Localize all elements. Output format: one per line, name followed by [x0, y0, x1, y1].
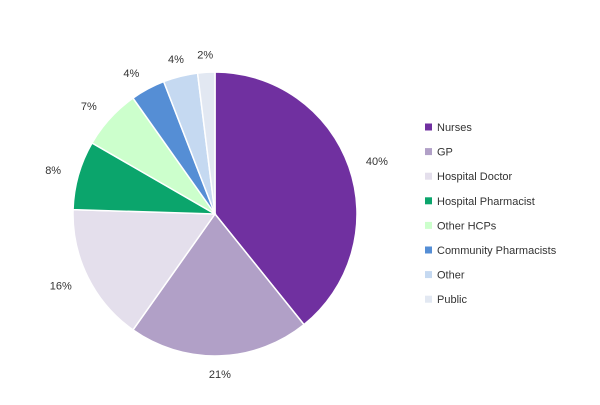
legend-swatch-hospital-doctor — [425, 172, 432, 180]
data-label-nurses: 40% — [366, 156, 388, 168]
data-label-other: 4% — [168, 54, 184, 66]
legend-label-other-hcps: Other HCPs — [437, 220, 497, 232]
legend-label-public: Public — [437, 294, 467, 306]
legend-swatch-community-pharmacists — [425, 246, 432, 254]
legend-label-hospital-pharmacist: Hospital Pharmacist — [437, 196, 535, 208]
data-label-other-hcps: 7% — [81, 101, 97, 113]
legend: Nurses GP Hospital Doctor Hospital Pharmaci… — [425, 122, 557, 306]
legend-swatch-other-hcps — [425, 221, 432, 229]
legend-label-other: Other — [437, 270, 465, 282]
pie-slices — [72, 71, 358, 357]
data-label-gp: 21% — [209, 369, 231, 381]
data-label-hospital-pharmacist: 8% — [45, 165, 61, 177]
legend-swatch-hospital-pharmacist — [425, 197, 432, 205]
legend-swatch-nurses — [425, 123, 432, 131]
data-label-community-pharmacists: 4% — [123, 68, 139, 80]
pie-data-labels: 40% 21% 16% 8% 7% 4% 4% 2% — [45, 49, 388, 381]
legend-label-nurses: Nurses — [437, 122, 472, 134]
data-label-hospital-doctor: 16% — [50, 280, 72, 292]
pie-slice-nurses — [214, 71, 358, 326]
pie-slice-public — [196, 71, 216, 215]
legend-label-gp: GP — [437, 147, 453, 159]
data-label-public: 2% — [197, 49, 213, 61]
legend-swatch-other — [425, 271, 432, 279]
legend-label-community-pharmacists: Community Pharmacists — [437, 245, 557, 257]
legend-label-hospital-doctor: Hospital Doctor — [437, 171, 513, 183]
pie-slice-gp — [131, 212, 306, 357]
legend-swatch-public — [425, 295, 432, 303]
legend-swatch-gp — [425, 148, 432, 156]
pie-slice-hospital-doctor — [72, 208, 217, 331]
